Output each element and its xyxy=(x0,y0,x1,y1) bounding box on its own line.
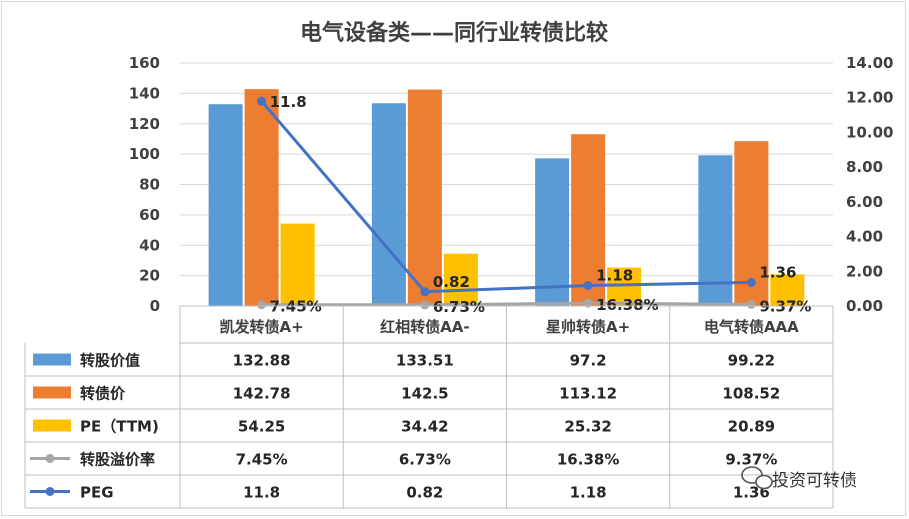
table-cell: 99.22 xyxy=(728,352,775,370)
table-cell: 1.18 xyxy=(570,484,607,502)
table-cell: 11.8 xyxy=(243,484,280,502)
data-label: 1.36 xyxy=(759,263,796,281)
legend-key xyxy=(33,353,71,366)
y-left-tick-label: 160 xyxy=(129,54,160,72)
y-right-tick-label: 10.00 xyxy=(846,123,893,141)
data-label: 16.38% xyxy=(596,296,658,314)
series-point xyxy=(257,300,267,310)
series-line xyxy=(261,301,752,307)
y-left-tick-label: 100 xyxy=(129,145,160,163)
table-cell: 7.45% xyxy=(236,451,288,469)
bar xyxy=(371,103,406,306)
series-point xyxy=(583,298,593,308)
bar xyxy=(208,104,243,306)
table-cell: 132.88 xyxy=(233,352,291,370)
bar xyxy=(280,223,315,306)
table-cell: 6.73% xyxy=(399,451,451,469)
y-right-tick-label: 8.00 xyxy=(846,158,883,176)
series-point xyxy=(746,277,756,287)
table-cell: 133.51 xyxy=(396,352,454,370)
series-point xyxy=(420,287,430,297)
series-point xyxy=(420,300,430,310)
legend-label: PEG xyxy=(80,484,114,502)
data-label: 6.73% xyxy=(433,298,485,316)
category-label: 星帅转债A+ xyxy=(546,318,630,336)
legend-key xyxy=(45,487,55,496)
y-left-tick-label: 120 xyxy=(129,115,160,133)
bar xyxy=(443,253,478,306)
legend-key xyxy=(45,454,55,463)
table-cell: 142.78 xyxy=(233,385,291,403)
series-point xyxy=(746,299,756,309)
y-left-tick-label: 0 xyxy=(150,297,160,315)
bar xyxy=(407,89,442,306)
table-cell: 97.2 xyxy=(570,352,607,370)
table-cell: 20.89 xyxy=(728,418,775,436)
y-left-tick-label: 20 xyxy=(139,267,160,285)
series-point xyxy=(583,281,593,291)
data-label: 11.8 xyxy=(270,93,307,111)
legend-label: 转股价值 xyxy=(80,352,140,370)
bar xyxy=(698,155,733,306)
bar xyxy=(770,274,805,306)
y-left-tick-label: 60 xyxy=(139,206,160,224)
y-right-tick-label: 12.00 xyxy=(846,89,893,107)
bar xyxy=(607,267,642,306)
category-label: 凯发转债A+ xyxy=(220,318,304,336)
series-line xyxy=(260,100,752,294)
category-label: 红相转债AA- xyxy=(380,318,469,336)
legend-label: 转债价 xyxy=(80,385,126,403)
bar xyxy=(571,134,606,306)
y-right-tick-label: 0.00 xyxy=(846,297,883,315)
y-right-tick-label: 2.00 xyxy=(846,262,883,280)
table-cell: 142.5 xyxy=(401,385,448,403)
y-left-tick-label: 40 xyxy=(139,236,160,254)
legend-label: 转股溢价率 xyxy=(80,451,155,469)
data-label: 0.82 xyxy=(433,273,470,291)
legend-key xyxy=(33,386,71,399)
category-label: 电气转债AAA xyxy=(704,318,799,336)
y-right-tick-label: 4.00 xyxy=(846,228,883,246)
chart-title: 电气设备类——同行业转债比较 xyxy=(300,20,608,46)
bar xyxy=(244,89,279,306)
table-cell: 54.25 xyxy=(238,418,285,436)
data-label: 7.45% xyxy=(270,298,322,316)
y-right-tick-label: 14.00 xyxy=(846,54,893,72)
table-cell: 9.37% xyxy=(725,451,777,469)
table-cell: 16.38% xyxy=(557,451,619,469)
table-cell: 108.52 xyxy=(722,385,780,403)
y-left-tick-label: 140 xyxy=(129,84,160,102)
table-cell: 113.12 xyxy=(559,385,617,403)
legend-label: PE（TTM) xyxy=(80,418,159,436)
series-point xyxy=(257,96,267,106)
bar xyxy=(535,158,570,306)
wechat-bubble-2 xyxy=(755,474,773,490)
y-right-tick-label: 6.00 xyxy=(846,193,883,211)
data-label: 1.18 xyxy=(596,267,633,285)
table-cell: 25.32 xyxy=(564,418,611,436)
watermark-text: 投资可转债 xyxy=(772,471,857,491)
table-cell: 34.42 xyxy=(401,418,448,436)
wechat-icon xyxy=(741,466,773,490)
legend-key xyxy=(33,419,71,432)
y-left-tick-label: 80 xyxy=(139,176,160,194)
table-cell: 0.82 xyxy=(406,484,443,502)
